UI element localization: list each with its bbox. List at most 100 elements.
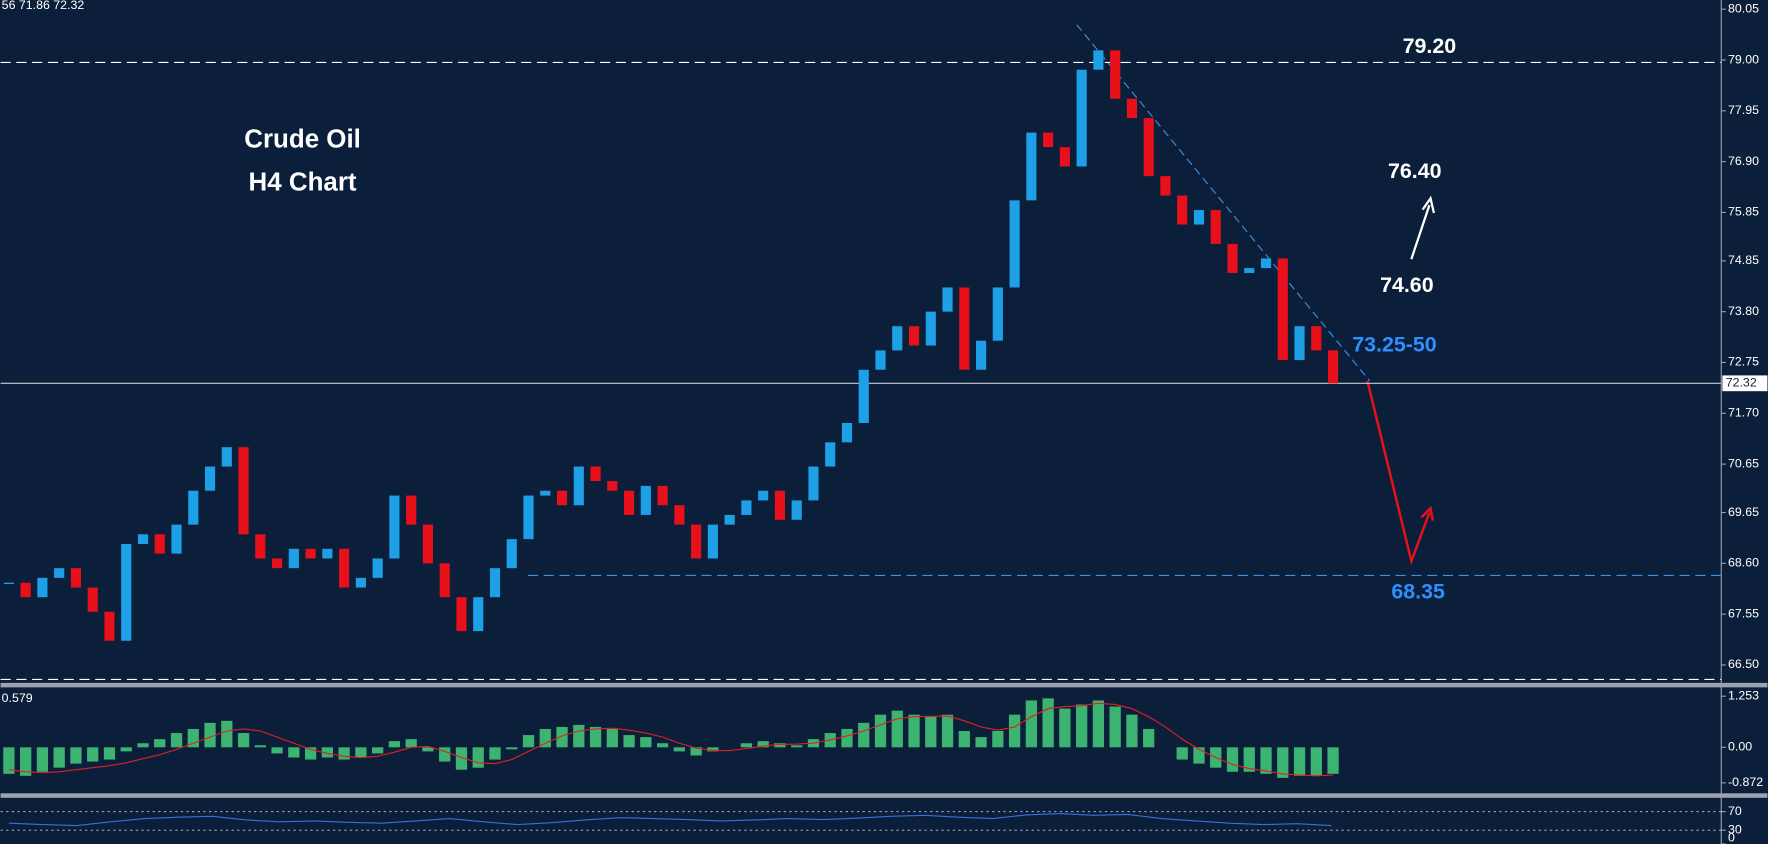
candle	[1059, 147, 1070, 167]
candle	[37, 577, 48, 598]
up-arrow	[1410, 204, 1431, 260]
macd-bar	[1126, 714, 1138, 748]
candle	[20, 582, 31, 598]
candle	[322, 548, 333, 559]
macd-bar	[1327, 747, 1339, 774]
macd-bar	[1076, 704, 1088, 748]
y-tick-label: 80.05	[1728, 1, 1759, 15]
macd-bar	[103, 747, 116, 760]
y-tick-label: 68.60	[1728, 556, 1759, 570]
candle	[758, 490, 769, 501]
candle	[54, 568, 65, 578]
macd-bar	[1109, 706, 1121, 748]
y-tick-label: 75.85	[1728, 205, 1759, 219]
candle	[221, 447, 232, 467]
macd-bar	[1059, 708, 1071, 748]
candle	[942, 287, 953, 312]
y-tick-label: 30	[1728, 822, 1742, 836]
macd-bar	[20, 747, 32, 776]
candle	[556, 490, 568, 506]
macd-bar	[355, 747, 367, 758]
macd-bar	[506, 747, 518, 750]
candle	[825, 442, 836, 467]
candle	[691, 524, 702, 559]
macd-bar	[489, 747, 501, 760]
y-tick-label: 67.55	[1728, 606, 1759, 620]
macd-bar	[405, 739, 417, 748]
macd-bar	[975, 737, 987, 748]
candle	[171, 524, 182, 554]
candle	[137, 534, 149, 544]
candle	[439, 563, 450, 598]
y-tick-label: 1.253	[1728, 688, 1759, 702]
macd-bar	[36, 747, 49, 772]
macd-bar	[791, 745, 803, 748]
chart-subtitle: H4 Chart	[249, 169, 357, 197]
candle	[707, 524, 718, 559]
candle	[959, 287, 970, 370]
macd-bar	[522, 735, 535, 748]
macd-bar	[187, 728, 199, 748]
candle	[188, 490, 199, 525]
macd-bar	[321, 747, 334, 758]
y-tick-label: 66.50	[1728, 657, 1759, 671]
candle	[624, 490, 635, 515]
chart-title: Crude Oil	[244, 126, 361, 154]
candle	[1093, 50, 1104, 70]
candle	[573, 466, 584, 506]
candle	[154, 534, 165, 554]
candle	[1110, 50, 1121, 99]
candle	[523, 495, 534, 540]
macd-bar	[120, 747, 132, 752]
y-tick-label: 0	[1728, 831, 1735, 844]
macd-bar	[439, 747, 451, 762]
macd-bar	[539, 728, 551, 748]
candle	[1244, 268, 1255, 273]
candle	[70, 568, 82, 588]
macd-bar	[673, 747, 686, 752]
candle	[1328, 350, 1339, 384]
macd-bar	[707, 747, 719, 752]
macd-bar	[455, 747, 468, 770]
macd-bar	[137, 743, 149, 748]
candle	[841, 422, 853, 443]
y-tick-label: 79.00	[1728, 52, 1759, 66]
macd-bar	[1092, 700, 1105, 748]
candle	[305, 548, 316, 559]
candle	[1227, 243, 1238, 273]
macd-bar	[288, 747, 300, 758]
macd-bar	[422, 747, 434, 752]
last-price-tag	[1722, 375, 1768, 392]
macd-bar	[204, 722, 216, 748]
y-tick-label: 69.65	[1728, 505, 1759, 519]
candle	[1193, 210, 1205, 225]
macd-bar	[388, 741, 401, 748]
candle	[674, 505, 685, 525]
macd-bar	[690, 747, 702, 756]
y-tick-label: 0.00	[1728, 740, 1752, 754]
macd-bar	[556, 726, 568, 748]
macd-bar	[221, 720, 233, 748]
level-annotation: 73.25-50	[1352, 333, 1437, 357]
macd-bar	[237, 733, 250, 748]
macd-bar	[338, 747, 350, 760]
macd-bar	[740, 743, 753, 748]
macd-bar	[1008, 714, 1021, 748]
candle	[808, 466, 819, 501]
candle	[121, 543, 132, 641]
macd-bar	[3, 747, 15, 774]
candle	[1311, 326, 1322, 351]
macd-bar	[606, 728, 618, 748]
y-tick-label: 70.65	[1728, 456, 1759, 470]
panel-separator	[0, 682, 1768, 688]
candle	[774, 490, 786, 520]
candle	[104, 611, 115, 641]
macd-bar	[1310, 747, 1322, 776]
ohlc-readout: 56 71.86 72.32	[2, 0, 85, 12]
candle	[791, 500, 802, 520]
macd-bar	[53, 747, 65, 768]
macd-bar	[874, 714, 887, 748]
candle	[590, 466, 601, 482]
y-tick-label: 73.80	[1728, 304, 1759, 318]
